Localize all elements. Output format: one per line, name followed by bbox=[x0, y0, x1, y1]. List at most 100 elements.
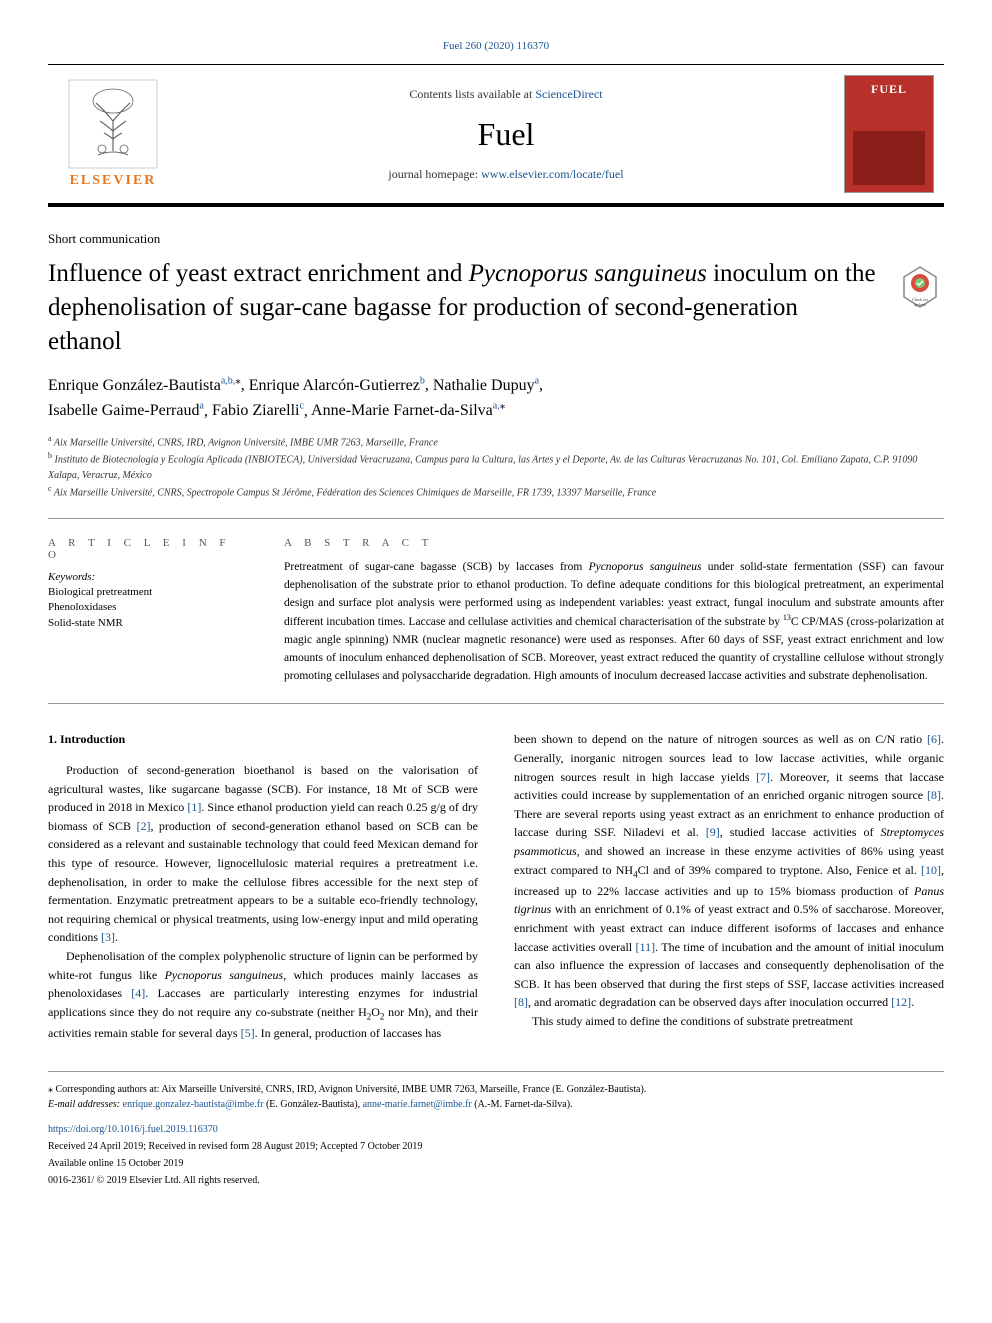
text-seg: been shown to depend on the nature of ni… bbox=[514, 732, 927, 746]
ref-link[interactable]: [10] bbox=[921, 863, 941, 877]
doi-link[interactable]: https://doi.org/10.1016/j.fuel.2019.1163… bbox=[48, 1122, 944, 1137]
title-pre: Influence of yeast extract enrichment an… bbox=[48, 260, 469, 287]
abstract-sup: 13 bbox=[783, 613, 791, 622]
ref-link[interactable]: [6] bbox=[927, 732, 941, 746]
keyword: Biological pretreatment bbox=[48, 585, 248, 600]
abstract-header: A B S T R A C T bbox=[284, 537, 944, 549]
keywords-label: Keywords: bbox=[48, 571, 248, 583]
ref-link[interactable]: [3] bbox=[101, 930, 115, 944]
author-affil-sup: a bbox=[535, 375, 539, 386]
sciencedirect-link[interactable]: ScienceDirect bbox=[535, 87, 602, 101]
author: Anne-Marie Farnet-da-Silvaa,⁎ bbox=[311, 402, 505, 419]
abstract-species: Pycnoporus sanguineus bbox=[589, 561, 702, 573]
header-center: Contents lists available at ScienceDirec… bbox=[178, 65, 834, 203]
author-name: Isabelle Gaime-Perraud bbox=[48, 402, 199, 419]
author-affil-sup: a,b, bbox=[221, 375, 235, 386]
affiliation-text: Aix Marseille Université, CNRS, Spectrop… bbox=[54, 487, 656, 498]
ref-link[interactable]: [9] bbox=[706, 825, 720, 839]
section-heading: 1. Introduction bbox=[48, 730, 478, 749]
ref-link[interactable]: [7] bbox=[756, 770, 770, 784]
corresponding-note: Corresponding authors at: Aix Marseille … bbox=[48, 1082, 944, 1097]
keyword: Phenoloxidases bbox=[48, 600, 248, 615]
journal-header-band: ELSEVIER Contents lists available at Sci… bbox=[48, 64, 944, 207]
author: Enrique González-Bautistaa,b,⁎ bbox=[48, 377, 241, 394]
body-two-column: 1. Introduction Production of second-gen… bbox=[48, 730, 944, 1042]
info-abstract-row: A R T I C L E I N F O Keywords: Biologic… bbox=[48, 537, 944, 686]
author: Isabelle Gaime-Perrauda bbox=[48, 402, 204, 419]
text-seg: O bbox=[371, 1005, 380, 1019]
author-name: Enrique Alarcón-Gutierrez bbox=[249, 377, 420, 394]
text-seg: . bbox=[911, 995, 914, 1009]
email-line: E-mail addresses: enrique.gonzalez-bauti… bbox=[48, 1097, 944, 1112]
issue-reference: Fuel 260 (2020) 116370 bbox=[48, 40, 944, 52]
keyword: Solid-state NMR bbox=[48, 616, 248, 631]
author-affil-sup: a, bbox=[493, 401, 500, 412]
author-name: Anne-Marie Farnet-da-Silva bbox=[311, 402, 493, 419]
body-paragraph: Production of second-generation bioethan… bbox=[48, 761, 478, 947]
online-date: Available online 15 October 2019 bbox=[48, 1156, 944, 1171]
author-affil-sup: a bbox=[199, 401, 203, 412]
ref-link[interactable]: [4] bbox=[131, 986, 145, 1000]
footer-block: Corresponding authors at: Aix Marseille … bbox=[48, 1071, 944, 1188]
ref-link[interactable]: [5] bbox=[241, 1026, 255, 1040]
elsevier-logo[interactable]: ELSEVIER bbox=[48, 65, 178, 203]
affiliation: a Aix Marseille Université, CNRS, IRD, A… bbox=[48, 433, 944, 450]
ref-link[interactable]: [11] bbox=[636, 940, 656, 954]
article-type: Short communication bbox=[48, 231, 944, 247]
author-name: Enrique González-Bautista bbox=[48, 377, 221, 394]
author: Nathalie Dupuya bbox=[433, 377, 539, 394]
check-for-updates-icon[interactable]: Check for updates bbox=[896, 263, 944, 311]
body-paragraph: Dephenolisation of the complex polypheno… bbox=[48, 947, 478, 1043]
email-name: (E. González-Bautista), bbox=[263, 1099, 362, 1110]
text-seg: This study aimed to define the condition… bbox=[532, 1014, 853, 1028]
elsevier-wordmark: ELSEVIER bbox=[70, 173, 157, 189]
ref-link[interactable]: [8] bbox=[927, 788, 941, 802]
ref-link[interactable]: [12] bbox=[891, 995, 911, 1009]
affiliation: c Aix Marseille Université, CNRS, Spectr… bbox=[48, 483, 944, 500]
svg-text:updates: updates bbox=[914, 302, 927, 307]
abstract-text: Pretreatment of sugar-cane bagasse (SCB)… bbox=[284, 559, 944, 686]
email-link[interactable]: anne-marie.farnet@imbe.fr bbox=[363, 1099, 472, 1110]
text-species: Pycnoporus sanguineus bbox=[165, 968, 284, 982]
corresponding-text: Corresponding authors at: Aix Marseille … bbox=[56, 1084, 647, 1095]
affiliations: a Aix Marseille Université, CNRS, IRD, A… bbox=[48, 433, 944, 500]
elsevier-tree-icon bbox=[68, 79, 158, 169]
article-info-column: A R T I C L E I N F O Keywords: Biologic… bbox=[48, 537, 248, 686]
contents-available-line: Contents lists available at ScienceDirec… bbox=[409, 87, 602, 102]
email-link[interactable]: enrique.gonzalez-bautista@imbe.fr bbox=[123, 1099, 264, 1110]
cover-thumbnail: FUEL bbox=[844, 75, 934, 193]
author-name: Nathalie Dupuy bbox=[433, 377, 535, 394]
title-species: Pycnoporus sanguineus bbox=[469, 260, 707, 287]
article-title: Influence of yeast extract enrichment an… bbox=[48, 257, 876, 358]
homepage-prefix: journal homepage: bbox=[388, 167, 481, 181]
copyright-line: 0016-2361/ © 2019 Elsevier Ltd. All righ… bbox=[48, 1173, 944, 1188]
divider bbox=[48, 703, 944, 704]
body-paragraph: been shown to depend on the nature of ni… bbox=[514, 730, 944, 1012]
text-seg: . In general, production of laccases has bbox=[255, 1026, 442, 1040]
ref-link[interactable]: [2] bbox=[136, 819, 150, 833]
author-name: Fabio Ziarelli bbox=[212, 402, 300, 419]
affiliation-text: Instituto de Biotecnología y Ecología Ap… bbox=[48, 455, 917, 481]
journal-cover[interactable]: FUEL bbox=[834, 65, 944, 203]
author-corr-star: ⁎ bbox=[500, 400, 506, 412]
contents-prefix: Contents lists available at bbox=[409, 87, 535, 101]
abstract-column: A B S T R A C T Pretreatment of sugar-ca… bbox=[284, 537, 944, 686]
author-affil-sup: b bbox=[420, 375, 425, 386]
journal-name: Fuel bbox=[478, 116, 535, 153]
author-list: Enrique González-Bautistaa,b,⁎, Enrique … bbox=[48, 372, 944, 423]
text-seg: , and aromatic degradation can be observ… bbox=[528, 995, 891, 1009]
ref-link[interactable]: [1] bbox=[187, 800, 201, 814]
body-paragraph: This study aimed to define the condition… bbox=[514, 1012, 944, 1031]
right-column: been shown to depend on the nature of ni… bbox=[514, 730, 944, 1042]
author-corr-star: ⁎ bbox=[235, 374, 241, 386]
divider bbox=[48, 518, 944, 519]
author-affil-sup: c bbox=[299, 401, 303, 412]
article-info-header: A R T I C L E I N F O bbox=[48, 537, 248, 561]
homepage-line: journal homepage: www.elsevier.com/locat… bbox=[388, 167, 623, 182]
author: Fabio Ziarellic bbox=[212, 402, 304, 419]
text-seg: , production of second-generation ethano… bbox=[48, 819, 478, 945]
ref-link[interactable]: [8] bbox=[514, 995, 528, 1009]
affiliation-text: Aix Marseille Université, CNRS, IRD, Avi… bbox=[54, 437, 438, 448]
homepage-link[interactable]: www.elsevier.com/locate/fuel bbox=[481, 167, 624, 181]
cover-label: FUEL bbox=[871, 82, 907, 97]
